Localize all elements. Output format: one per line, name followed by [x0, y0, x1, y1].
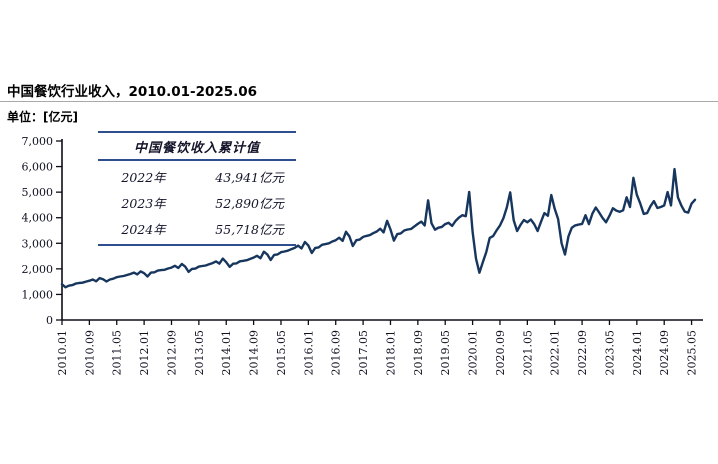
table-row-value: 43,941亿元 — [215, 169, 284, 185]
y-tick-label: 3,000 — [22, 237, 54, 250]
y-tick-label: 2,000 — [22, 263, 54, 276]
x-tick-label: 2022.01 — [549, 330, 562, 376]
table-row: 2023年 52,890亿元 — [98, 189, 296, 215]
cumulative-revenue-table: 中国餐饮收入累计值 2022年 43,941亿元 2023年 52,890亿元 2024… — [98, 131, 296, 246]
cumulative-table-title: 中国餐饮收入累计值 — [98, 131, 296, 161]
title-divider — [0, 101, 718, 102]
x-tick-label: 2024.01 — [631, 330, 644, 376]
x-tick-label: 2014.09 — [248, 330, 261, 376]
x-tick-label: 2018.09 — [412, 330, 425, 376]
x-tick-label: 2022.09 — [576, 330, 589, 376]
y-tick-label: 6,000 — [22, 161, 54, 174]
x-tick-label: 2010.01 — [56, 330, 69, 376]
table-row-year: 2023年 — [121, 195, 166, 211]
x-tick-label: 2019.05 — [439, 330, 452, 376]
chart-title: 中国餐饮行业收入，2010.01-2025.06 — [7, 84, 258, 100]
x-tick-label: 2010.09 — [83, 330, 96, 376]
revenue-line — [60, 167, 697, 289]
unit-label: 单位：[亿元] — [7, 110, 78, 124]
x-tick-label: 2016.01 — [302, 330, 315, 376]
x-tick-label: 2013.05 — [193, 330, 206, 376]
table-row-value: 55,718亿元 — [215, 221, 284, 237]
table-row-year: 2024年 — [121, 221, 166, 237]
x-tick-label: 2017.05 — [357, 330, 370, 376]
x-tick-label: 2023.05 — [603, 330, 616, 376]
y-tick-label: 4,000 — [22, 212, 54, 225]
x-tick-label: 2012.01 — [138, 330, 151, 376]
x-tick-label: 2025.05 — [686, 330, 699, 376]
x-tick-label: 2018.01 — [384, 330, 397, 376]
x-tick-label: 2024.09 — [658, 330, 671, 376]
x-tick-label: 2015.05 — [275, 330, 288, 376]
x-tick-label: 2011.05 — [111, 330, 124, 376]
cumulative-table-rows: 2022年 43,941亿元 2023年 52,890亿元 2024年 55,718亿元 — [98, 161, 296, 246]
x-tick-label: 2014.01 — [220, 330, 233, 376]
table-row-value: 52,890亿元 — [215, 195, 284, 211]
x-tick-label: 2021.05 — [521, 330, 534, 376]
table-row-year: 2022年 — [121, 169, 166, 185]
x-tick-label: 2020.01 — [467, 330, 480, 376]
table-row: 2024年 55,718亿元 — [98, 215, 296, 241]
table-row: 2022年 43,941亿元 — [98, 163, 296, 189]
x-tick-label: 2012.09 — [165, 330, 178, 376]
x-tick-label: 2016.09 — [330, 330, 343, 376]
y-tick-label: 7,000 — [22, 135, 54, 148]
x-tick-label: 2020.09 — [494, 330, 507, 376]
y-tick-label: 0 — [46, 314, 53, 327]
y-tick-label: 1,000 — [22, 288, 54, 301]
y-tick-label: 5,000 — [22, 186, 54, 199]
